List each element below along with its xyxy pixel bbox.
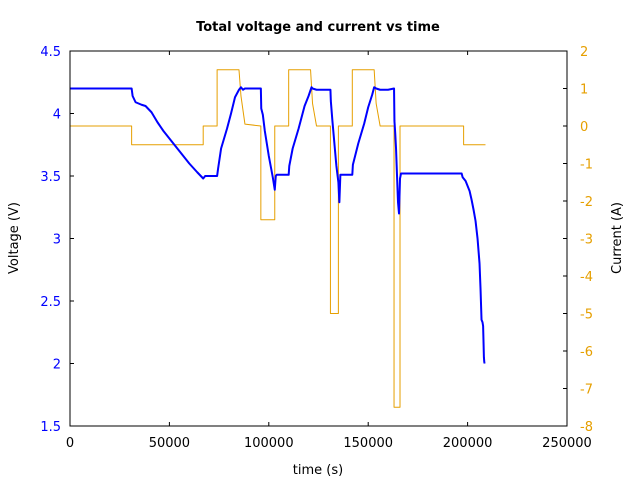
y2-tick-label: 1 — [580, 83, 588, 98]
y-tick-label: 4 — [53, 108, 61, 123]
chart-title: Total voltage and current vs time — [196, 20, 440, 35]
y2-tick-label: -5 — [580, 308, 593, 323]
y-tick-label: 3 — [53, 233, 61, 248]
y2-tick-label: 2 — [580, 45, 588, 60]
y2-tick-label: -7 — [580, 383, 593, 398]
y-axis-left: 1.5 2 2.5 3 3.5 4 4.5 — [40, 45, 74, 435]
y2-axis-label: Current (A) — [610, 202, 625, 274]
y2-tick-label: 0 — [580, 120, 588, 135]
current-series-line — [70, 69, 486, 408]
x-tick-label: 100000 — [244, 436, 294, 451]
plot-frame — [69, 50, 568, 427]
y-tick-label: 3.5 — [40, 170, 61, 185]
y2-tick-label: -2 — [580, 195, 593, 210]
y2-tick-label: -3 — [580, 233, 593, 248]
x-axis: 0 50000 100000 150000 200000 250000 — [66, 51, 592, 451]
voltage-series-line — [70, 86, 486, 364]
y2-tick-label: -8 — [580, 420, 593, 435]
plot-area — [70, 69, 486, 408]
y2-tick-label: -1 — [580, 158, 593, 173]
x-tick-label: 0 — [66, 436, 74, 451]
y-tick-label: 1.5 — [40, 420, 61, 435]
y-tick-label: 2 — [53, 358, 61, 373]
x-tick-label: 200000 — [443, 436, 493, 451]
y2-tick-label: -4 — [580, 270, 593, 285]
y-axis-label: Voltage (V) — [7, 202, 22, 274]
y2-tick-label: -6 — [580, 345, 593, 360]
x-tick-label: 150000 — [343, 436, 393, 451]
y-tick-label: 4.5 — [40, 45, 61, 60]
y-axis-right: -8 -7 -6 -5 -4 -3 -2 -1 0 1 2 — [563, 45, 593, 435]
x-tick-label: 50000 — [149, 436, 190, 451]
x-tick-label: 250000 — [542, 436, 592, 451]
y-tick-label: 2.5 — [40, 295, 61, 310]
x-axis-label: time (s) — [293, 463, 343, 478]
